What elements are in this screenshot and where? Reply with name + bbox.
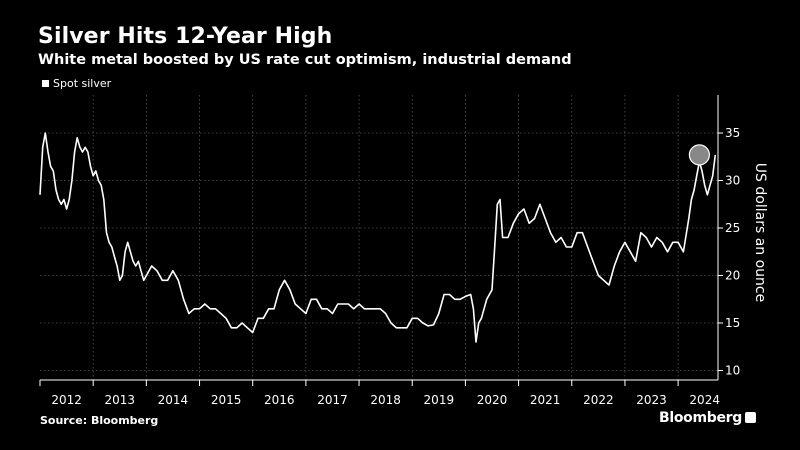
chart-subtitle: White metal boosted by US rate cut optim…: [38, 52, 572, 68]
chart-title: Silver Hits 12-Year High: [38, 24, 333, 49]
x-tick-label: 2024: [689, 393, 720, 407]
y-tick-label: 25: [725, 221, 740, 235]
highlight-marker: [688, 144, 710, 166]
y-tick-label: 35: [725, 126, 740, 140]
x-tick-label: 2023: [636, 393, 667, 407]
brand-label: Bloomberg: [658, 410, 742, 426]
brand-mark-icon: [745, 412, 756, 423]
y-tick-label: 15: [725, 316, 740, 330]
x-tick-label: 2018: [370, 393, 401, 407]
bloomberg-logo: Bloomberg: [659, 410, 756, 426]
x-tick-label: 2017: [317, 393, 348, 407]
x-tick-label: 2021: [530, 393, 561, 407]
y-tick-label: 20: [725, 269, 740, 283]
x-tick-label: 2012: [51, 393, 82, 407]
x-tick-label: 2015: [211, 393, 242, 407]
source-note: Source: Bloomberg: [40, 414, 159, 427]
series-line-spot-silver: [39, 132, 717, 343]
x-tick-label: 2013: [104, 393, 135, 407]
y-tick-label: 10: [725, 364, 740, 378]
x-tick-label: 2020: [477, 393, 508, 407]
legend-swatch: [42, 80, 49, 87]
x-tick-label: 2016: [264, 393, 295, 407]
legend: Spot silver: [42, 77, 111, 90]
x-tick-label: 2019: [424, 393, 455, 407]
y-tick-label: 30: [725, 174, 740, 188]
x-tick-label: 2022: [583, 393, 614, 407]
y-axis-label: US dollars an ounce: [752, 163, 768, 302]
legend-label: Spot silver: [53, 77, 112, 90]
x-tick-label: 2014: [158, 393, 189, 407]
